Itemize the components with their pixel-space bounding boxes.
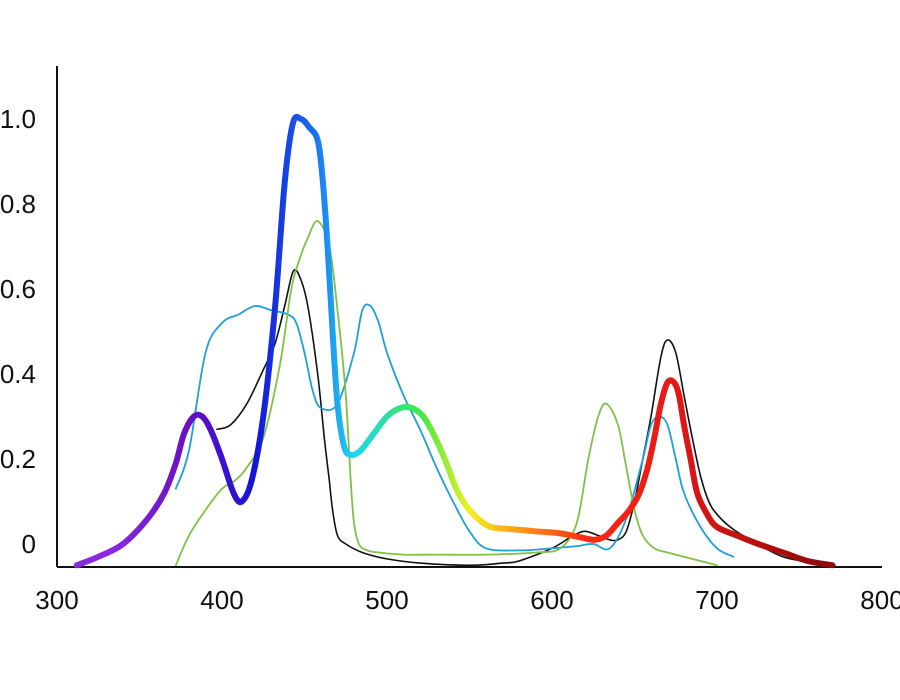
y-tick-label: 0.6	[0, 274, 36, 304]
x-tick-label: 700	[695, 585, 738, 615]
y-tick-label: 0	[22, 529, 36, 559]
series-line-1	[216, 268, 834, 567]
y-tick-label: 1.0	[0, 104, 36, 134]
y-tick-label: 0.8	[0, 189, 36, 219]
series-line-spectrum	[73, 113, 836, 569]
x-tick-label: 300	[35, 585, 78, 615]
y-tick-labels: 0 0.2 0.4 0.6 0.8 1.0	[0, 104, 36, 559]
x-tick-label: 400	[200, 585, 243, 615]
x-tick-label: 500	[365, 585, 408, 615]
x-tick-labels: 300 400 500 600 700 800	[35, 585, 900, 615]
x-tick-label: 800	[860, 585, 900, 615]
y-tick-label: 0.2	[0, 444, 36, 474]
x-tick-label: 600	[530, 585, 573, 615]
series-line-3	[174, 220, 718, 567]
y-tick-label: 0.4	[0, 359, 36, 389]
axes	[56, 66, 882, 568]
series-lines	[73, 113, 836, 569]
